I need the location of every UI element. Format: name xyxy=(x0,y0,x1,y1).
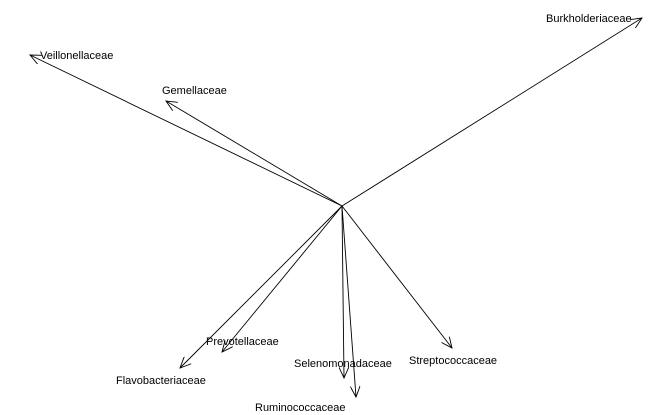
arrows xyxy=(30,18,642,397)
arrow xyxy=(341,205,356,397)
arrow-label: Ruminococcaceae xyxy=(255,402,346,414)
arrow-label: Gemellaceae xyxy=(162,85,227,97)
arrow xyxy=(341,18,642,207)
arrow xyxy=(341,205,452,348)
labels: Burkholderiaceae Veillonellaceae Gemella… xyxy=(40,13,632,414)
arrow-label: Veillonellaceae xyxy=(40,50,113,62)
arrow xyxy=(180,205,343,368)
arrow xyxy=(342,205,344,378)
arrow-label: Selenomonadaceae xyxy=(294,358,392,370)
arrow xyxy=(30,55,343,207)
arrow xyxy=(222,205,343,352)
arrow-label: Streptococcaceae xyxy=(409,355,497,367)
arrow-label: Flavobacteriaceae xyxy=(116,375,206,387)
arrow xyxy=(166,101,343,207)
arrow-label: Burkholderiaceae xyxy=(546,13,632,25)
arrow-label: Prevotellaceae xyxy=(206,336,279,348)
